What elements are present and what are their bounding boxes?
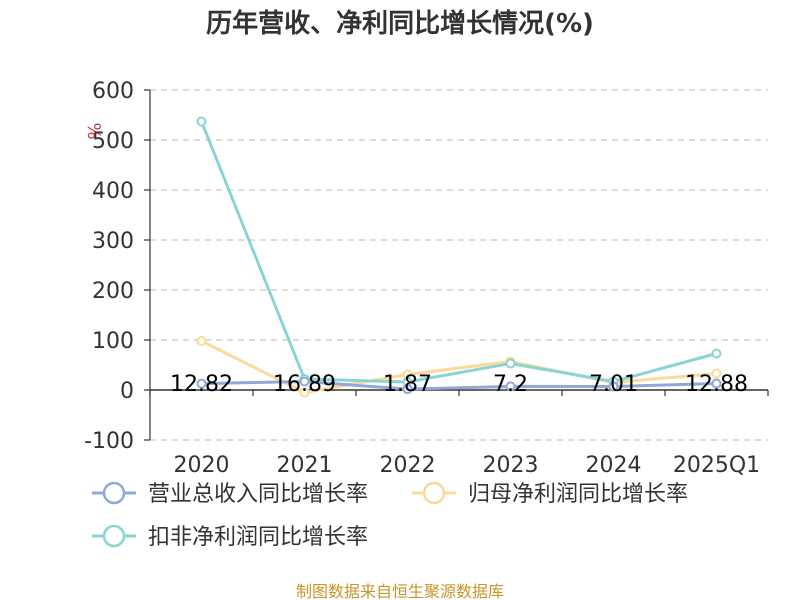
y-tick-label: 600: [92, 79, 134, 104]
y-tick-label: 200: [92, 279, 134, 304]
source-note: 制图数据来自恒生聚源数据库: [296, 582, 504, 600]
y-tick-label: 300: [92, 229, 134, 254]
legend-item-1[interactable]: 营业总收入同比增长率: [92, 481, 368, 507]
data-label: 7.01: [589, 372, 638, 397]
data-point: [299, 376, 310, 387]
grid: [150, 89, 768, 441]
legend-label: 归母净利润同比增长率: [468, 482, 688, 507]
data-point: [299, 387, 310, 398]
x-tick-label: 2025Q1: [673, 453, 760, 478]
x-tick-label: 2021: [277, 453, 333, 478]
series-line-1: [201, 380, 717, 391]
data-point: [608, 381, 619, 392]
axes: -100 0 100 200 300 400 500 600 2020 2021 2022 2023 2…: [84, 79, 769, 478]
chart-title: 历年营收、净利同比增长情况(%): [206, 8, 594, 39]
legend-item-2[interactable]: 归母净利润同比增长率: [412, 481, 688, 507]
legend-item-3[interactable]: 扣非净利润同比增长率: [92, 524, 368, 550]
data-label: 16.89: [273, 372, 336, 397]
x-tick-label: 2024: [586, 453, 642, 478]
data-point: [196, 378, 207, 389]
data-label: 1.87: [383, 372, 432, 397]
data-point: [196, 336, 207, 346]
legend-marker-icon: [422, 481, 446, 505]
x-tick-label: 2022: [380, 453, 436, 478]
y-tick-label: 500: [92, 129, 134, 154]
data-point: [711, 378, 722, 389]
data-point: [711, 368, 722, 379]
series-line-2: [200, 339, 717, 394]
series-line-3: [200, 120, 717, 384]
data-point: [196, 116, 207, 127]
legend-label: 扣非净利润同比增长率: [148, 525, 368, 550]
y-tick-label: 0: [120, 379, 134, 404]
data-point: [711, 348, 722, 359]
y-axis-unit: %: [83, 122, 104, 139]
legend-marker-icon: [102, 481, 126, 505]
data-point: [402, 384, 413, 395]
legend-marker-icon: [102, 524, 126, 548]
data-label: 7.2: [493, 372, 528, 397]
x-tick-label: 2023: [483, 453, 539, 478]
data-label: 12.82: [170, 372, 233, 397]
data-point: [505, 381, 516, 392]
legend-label: 营业总收入同比增长率: [148, 482, 368, 507]
data-labels: 12.82 16.89 1.87 7.2 7.01 12.88: [170, 372, 748, 397]
series-lines: [196, 116, 722, 398]
y-tick-label: 400: [92, 179, 134, 204]
data-point: [505, 358, 516, 369]
data-label: 12.88: [685, 372, 748, 397]
x-tick-label: 2020: [174, 453, 230, 478]
y-tick-label: 100: [92, 329, 134, 354]
y-tick-label: -100: [84, 429, 134, 454]
